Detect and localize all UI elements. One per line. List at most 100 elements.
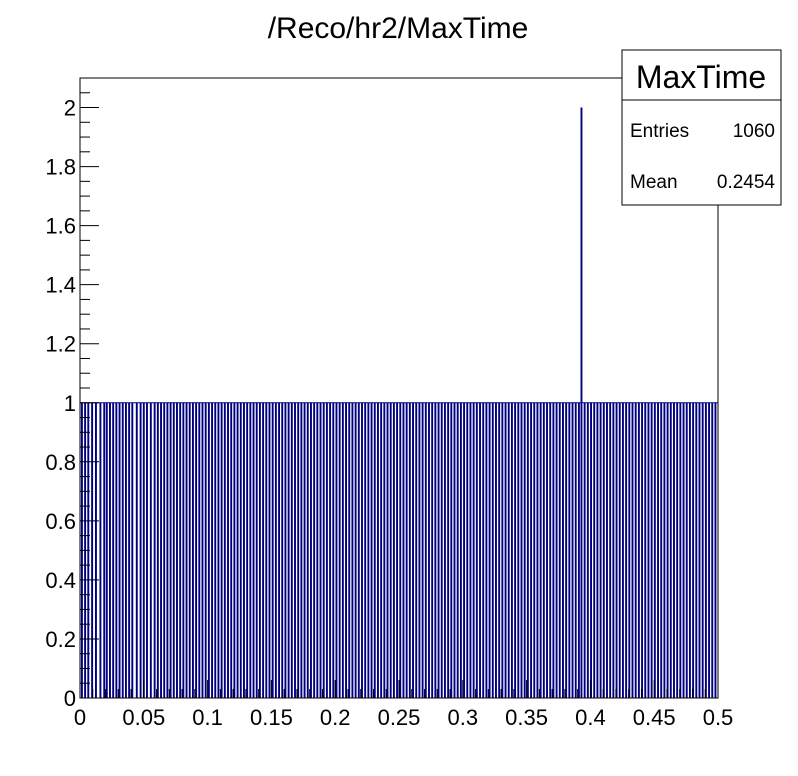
histogram-bar xyxy=(602,402,605,698)
histogram-bar xyxy=(421,402,424,698)
histogram-bar xyxy=(523,402,526,698)
histogram-bar xyxy=(657,402,659,698)
histogram-bar xyxy=(274,402,277,698)
histogram-bar xyxy=(641,402,644,698)
histogram-bar xyxy=(440,402,443,698)
histogram-bar xyxy=(335,402,338,698)
histogram-bar xyxy=(121,402,124,698)
histogram-bar xyxy=(370,402,373,698)
y-tick-label: 1.6 xyxy=(45,214,76,239)
histogram-bar xyxy=(290,402,293,698)
histogram-bar xyxy=(618,402,621,698)
histogram-bar xyxy=(131,402,134,698)
histogram-bar xyxy=(195,402,198,698)
histogram-bar xyxy=(666,402,669,698)
histogram-bar xyxy=(399,402,402,698)
histogram-bar xyxy=(392,402,395,698)
histogram-bar xyxy=(204,402,207,698)
histogram-bar xyxy=(99,402,102,698)
histogram-bar xyxy=(124,402,127,698)
histogram-bar xyxy=(408,402,411,698)
histogram-bar xyxy=(94,402,97,698)
x-tick-label: 0.5 xyxy=(703,705,734,730)
histogram-bar xyxy=(255,402,258,698)
x-tick-label: 0.25 xyxy=(378,705,421,730)
histogram-bar xyxy=(223,402,226,698)
x-tick-label: 0 xyxy=(74,705,86,730)
histogram-bar xyxy=(504,402,507,698)
bars-layer xyxy=(80,107,718,698)
histogram-bar xyxy=(431,402,434,698)
histogram-bar xyxy=(612,402,615,698)
histogram-bar xyxy=(351,402,354,698)
histogram-bar xyxy=(549,402,552,698)
histogram-bar xyxy=(287,402,290,698)
histogram-bar xyxy=(558,402,561,698)
histogram-bar xyxy=(631,402,634,698)
y-tick-label: 0.6 xyxy=(45,509,76,534)
histogram-bar xyxy=(163,402,166,698)
histogram-bar xyxy=(475,402,478,698)
histogram-bar xyxy=(211,402,214,698)
histogram-bar xyxy=(434,402,437,698)
histogram-bar xyxy=(507,402,510,698)
y-tick-label: 0.2 xyxy=(45,627,76,652)
histogram-bar xyxy=(577,402,580,698)
stats-entries-label: Entries xyxy=(630,121,689,142)
histogram-bar xyxy=(198,402,201,698)
stats-mean-value: 0.2454 xyxy=(717,172,776,193)
histogram-bar xyxy=(188,402,191,698)
histogram-bar xyxy=(568,402,571,698)
histogram-bar xyxy=(647,402,650,698)
histogram-bar xyxy=(574,402,577,698)
histogram-bar xyxy=(207,402,210,698)
histogram-bar xyxy=(488,402,491,698)
histogram-bar xyxy=(239,402,242,698)
histogram-bar xyxy=(660,402,663,698)
histogram-bar xyxy=(412,402,414,698)
histogram-bar xyxy=(424,402,427,698)
histogram-bar xyxy=(297,402,300,698)
histogram-bar xyxy=(262,402,265,698)
histogram-bar xyxy=(176,402,178,698)
histogram-bar xyxy=(383,402,386,698)
histogram-bar xyxy=(249,402,252,698)
histogram-bar xyxy=(386,402,389,698)
x-tick-label: 0.3 xyxy=(448,705,479,730)
histogram-bar xyxy=(533,402,536,698)
histogram-bar xyxy=(115,402,118,698)
histogram-bar xyxy=(294,402,296,698)
histogram-bar xyxy=(103,402,106,698)
histogram-bar xyxy=(453,402,456,698)
y-tick-label: 0.4 xyxy=(45,568,76,593)
histogram-bar xyxy=(306,402,309,698)
histogram-bar xyxy=(243,402,245,698)
histogram-bar xyxy=(332,402,335,698)
histogram-bar xyxy=(701,402,704,698)
histogram-bar xyxy=(338,402,341,698)
histogram-bar xyxy=(469,402,472,698)
histogram-bar xyxy=(583,402,586,698)
stats-entries-value: 1060 xyxy=(733,121,775,142)
histogram-bar xyxy=(325,402,328,698)
y-tick-label: 1 xyxy=(64,391,76,416)
histogram-bar xyxy=(456,402,459,698)
stats-box-title: MaxTime xyxy=(636,59,766,95)
histogram-bar xyxy=(546,402,548,698)
histogram-bar xyxy=(450,402,453,698)
histogram-bar xyxy=(109,402,111,698)
histogram-bar xyxy=(278,402,281,698)
histogram-bar xyxy=(479,402,481,698)
histogram-bar xyxy=(268,402,271,698)
histogram-bar xyxy=(530,402,533,698)
x-tick-label: 0.2 xyxy=(320,705,351,730)
histogram-bar xyxy=(217,402,220,698)
histogram-bar xyxy=(128,402,131,698)
histogram-bar xyxy=(682,402,685,698)
histogram-bar xyxy=(552,402,555,698)
histogram-bar xyxy=(498,402,501,698)
histogram-bar xyxy=(621,402,624,698)
histogram-bar xyxy=(345,402,347,698)
histogram-bar xyxy=(227,402,229,698)
